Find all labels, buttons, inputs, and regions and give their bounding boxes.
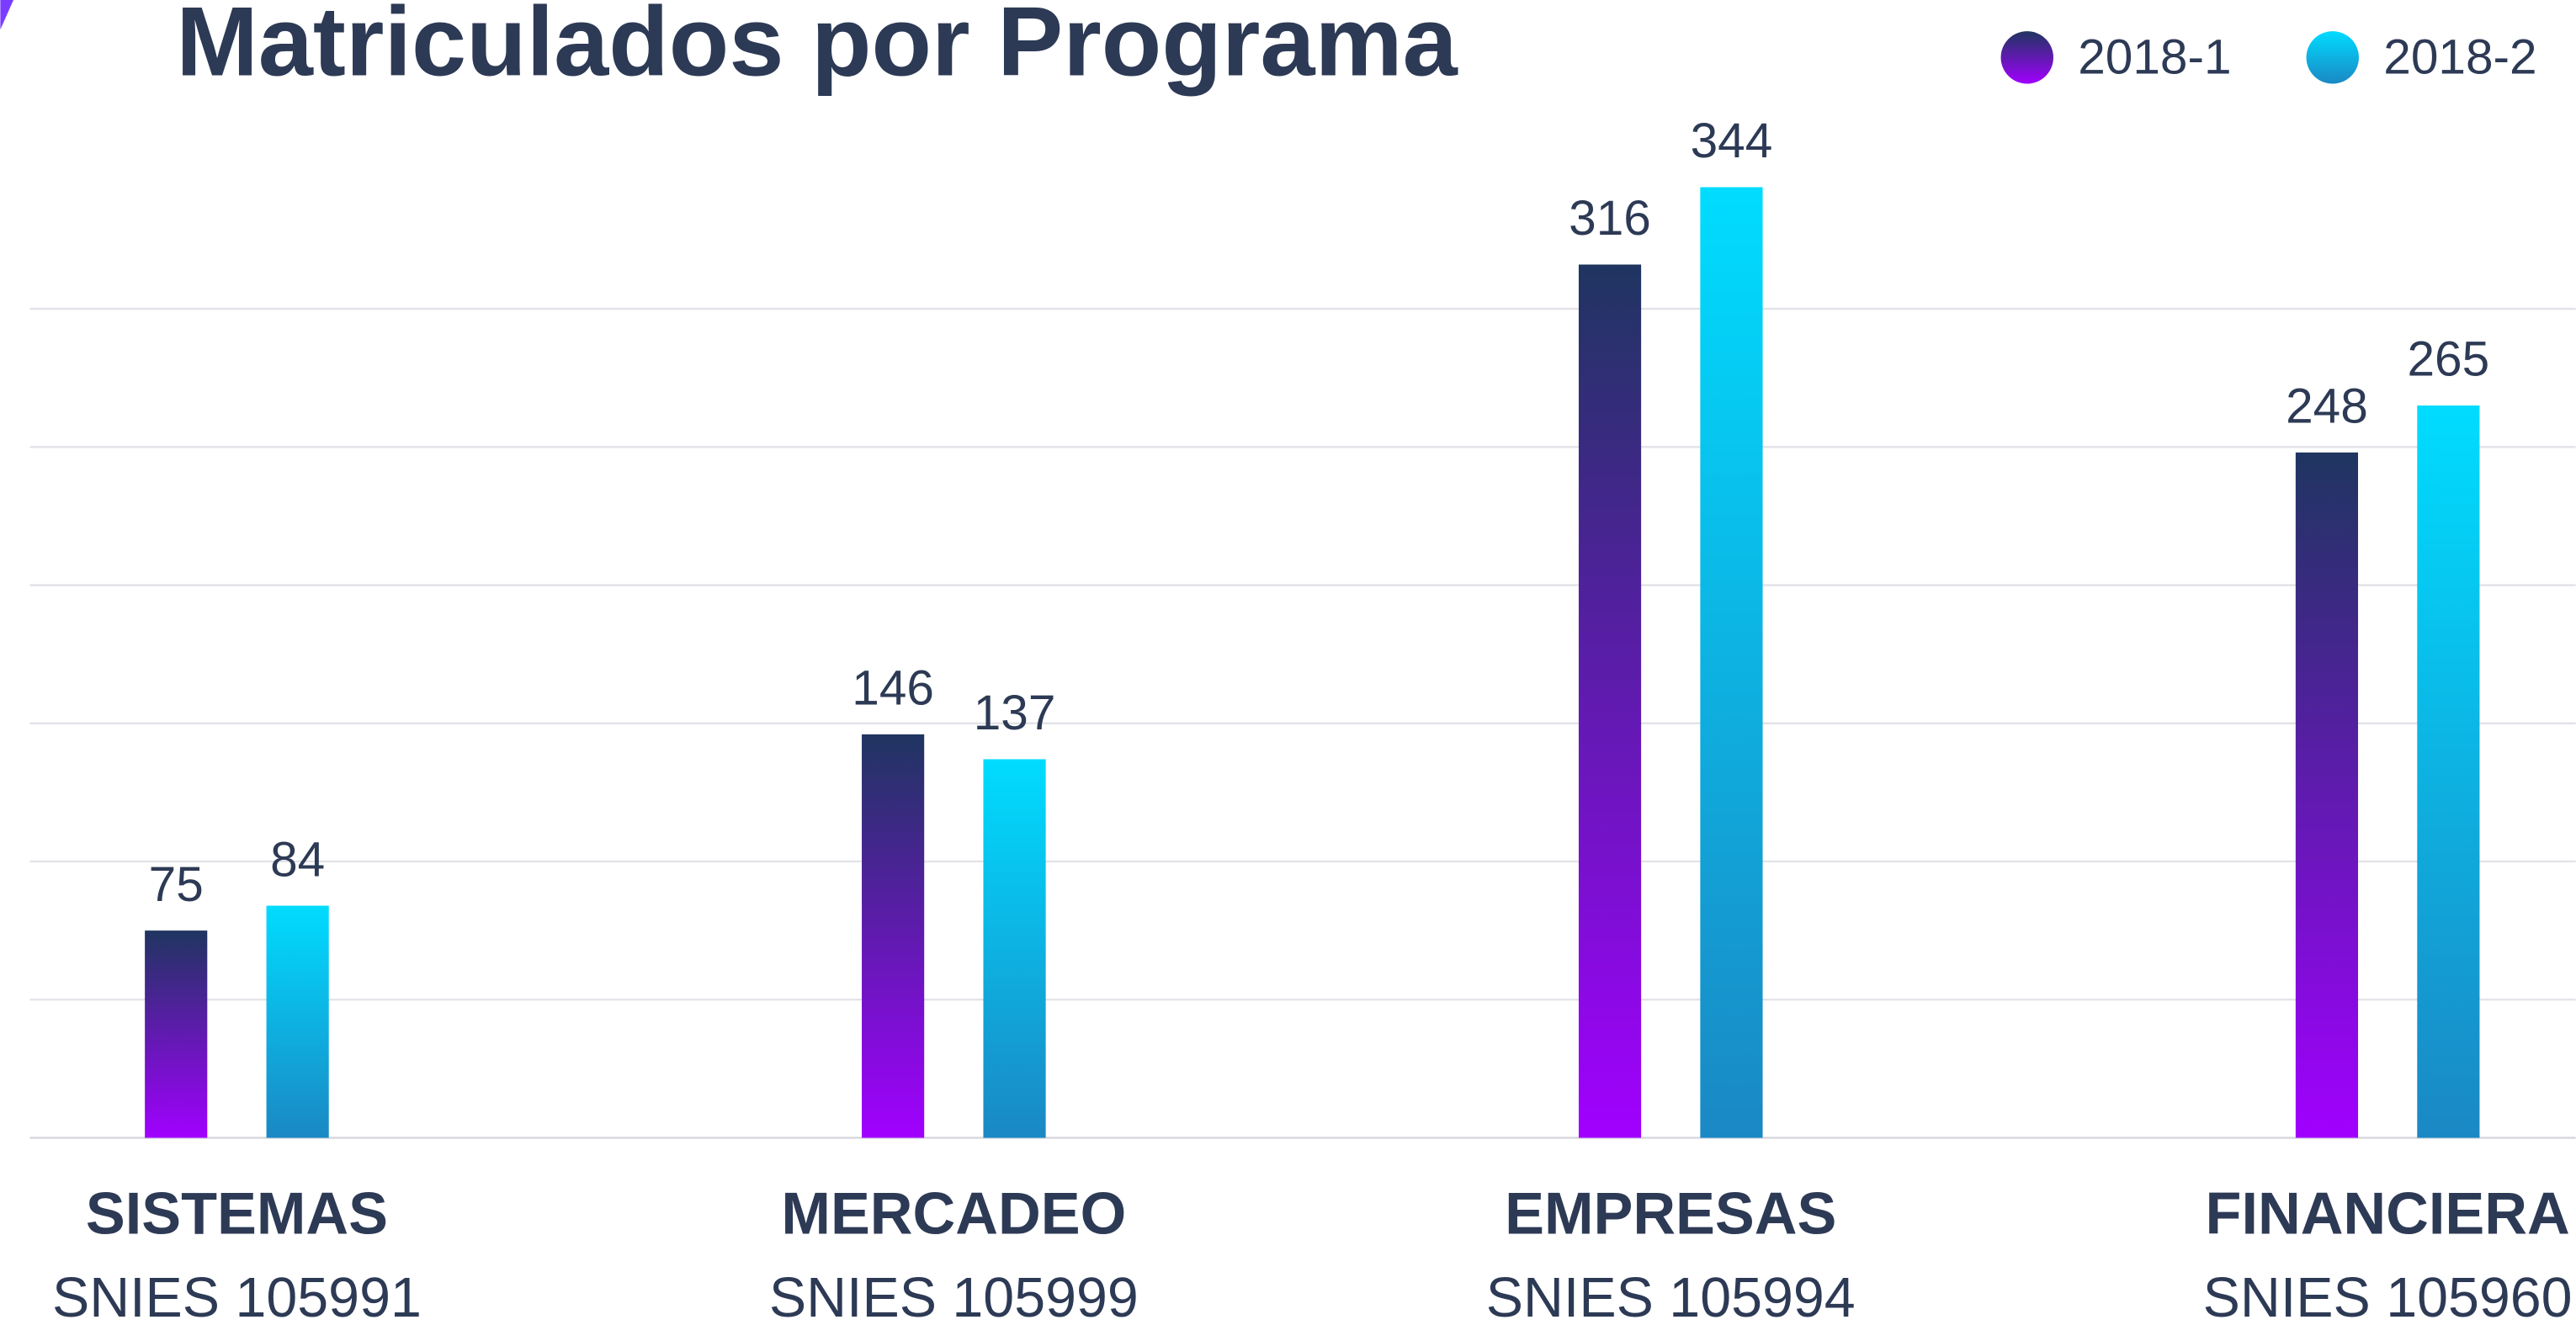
legend-label: 2018-2 — [2383, 30, 2536, 85]
category-code: SNIES 105960 — [2203, 1267, 2573, 1325]
data-label: 316 — [1569, 191, 1651, 246]
data-label: 84 — [270, 832, 325, 887]
data-label: 248 — [2286, 379, 2368, 434]
bar — [983, 759, 1046, 1138]
legend-swatch — [2000, 31, 2053, 84]
bar — [2295, 452, 2359, 1138]
data-label: 137 — [974, 686, 1056, 740]
bar — [862, 734, 925, 1138]
legend-swatch — [2306, 31, 2359, 84]
corner-decoration — [0, 0, 14, 30]
x-tick-label: EMPRESAS — [1505, 1180, 1836, 1247]
x-tick-label: MERCADEO — [781, 1180, 1126, 1247]
data-label: 146 — [852, 661, 934, 716]
data-label: 344 — [1691, 114, 1773, 168]
bar — [266, 905, 329, 1138]
bar — [1700, 187, 1763, 1138]
category-code: SNIES 105994 — [1486, 1267, 1856, 1325]
x-tick-label: SISTEMAS — [86, 1180, 388, 1247]
bar — [2417, 405, 2480, 1138]
bar — [145, 930, 208, 1138]
data-label: 75 — [149, 857, 204, 912]
chart-title: Matriculados por Programa — [176, 0, 1458, 96]
category-code: SNIES 105999 — [769, 1267, 1139, 1325]
legend-label: 2018-1 — [2078, 30, 2231, 85]
category-code: SNIES 105991 — [52, 1267, 422, 1325]
x-tick-label: FINANCIERA — [2206, 1180, 2570, 1247]
data-label: 265 — [2408, 332, 2490, 387]
bar — [1578, 264, 1642, 1138]
